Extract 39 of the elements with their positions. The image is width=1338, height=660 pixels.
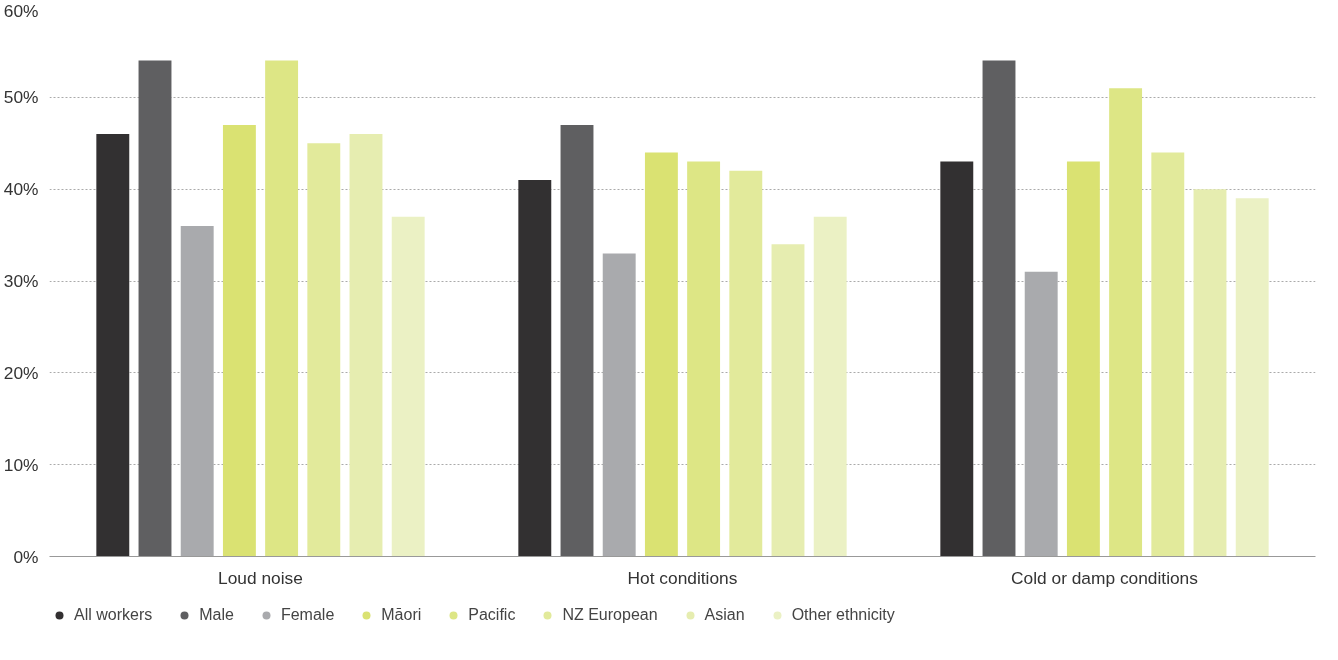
y-tick-label: 0% [13, 546, 39, 567]
bar [687, 161, 721, 557]
legend-label: Male [199, 606, 234, 624]
legend-label: All workers [74, 606, 153, 624]
bar [96, 134, 130, 557]
legend-label: Māori [381, 606, 422, 624]
bar [560, 124, 594, 557]
legend-label: Asian [704, 606, 745, 624]
bar [349, 134, 383, 557]
legend-label: Female [280, 606, 335, 624]
y-tick-label: 30% [3, 271, 39, 291]
bar [940, 161, 974, 557]
bar [518, 179, 552, 557]
bar [982, 60, 1016, 557]
bar [1193, 189, 1227, 557]
y-tick-label: 10% [3, 454, 39, 475]
y-tick-label: 60% [3, 0, 39, 21]
bar [138, 60, 172, 557]
bar [222, 124, 256, 557]
bar [265, 60, 299, 557]
y-tick-label: 50% [3, 87, 39, 108]
bar [813, 216, 847, 557]
bar [644, 152, 678, 557]
bar [1235, 198, 1269, 557]
bar [729, 170, 763, 557]
bar [1109, 88, 1143, 557]
bar [1066, 161, 1100, 557]
y-tick-label: 20% [3, 362, 39, 383]
legend-label: Other ethnicity [791, 606, 895, 624]
bar [771, 244, 805, 557]
bar [1151, 152, 1185, 557]
bar [307, 143, 341, 557]
legend-label: Pacific [468, 606, 516, 624]
bar [391, 216, 425, 557]
y-tick-label: 40% [3, 179, 39, 200]
legend-label: NZ European [562, 606, 658, 624]
x-tick-label: Cold or damp conditions [1011, 567, 1199, 588]
x-tick-label: Hot conditions [627, 567, 738, 588]
x-tick-label: Loud noise [218, 567, 303, 588]
